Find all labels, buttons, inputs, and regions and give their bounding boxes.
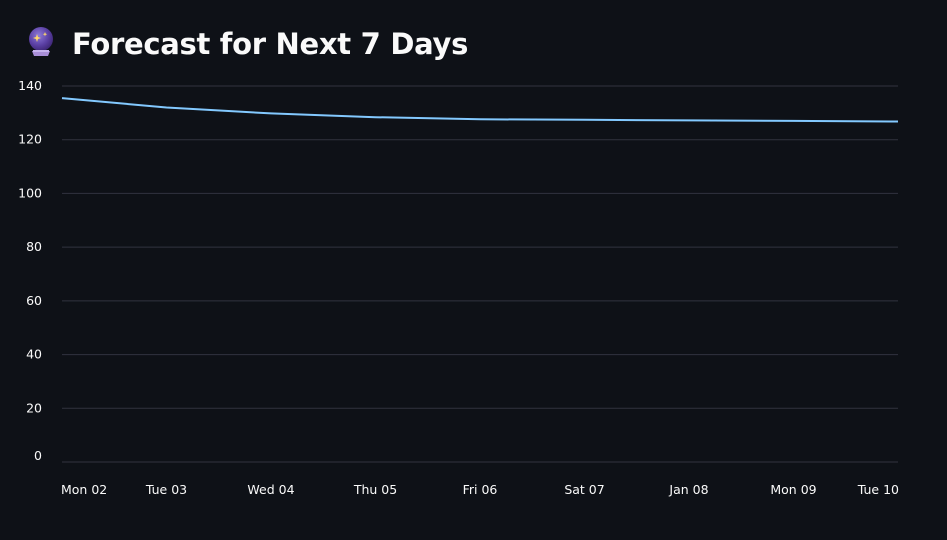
y-tick-label: 100 [18,185,42,200]
forecast-chart: 0 20 40 60 80 100 120 140 Mon 02 Tue 03 Wed 04 Thu … [0,70,947,536]
x-tick-label: Wed 04 [247,482,294,497]
page-title: Forecast for Next 7 Days [72,27,468,61]
y-tick-label: 40 [26,347,42,362]
page-header: Forecast for Next 7 Days [24,22,468,66]
x-tick-label: Thu 05 [353,482,397,497]
y-tick-label: 20 [26,400,42,415]
x-tick-label: Tue 10 [857,482,899,497]
y-tick-label: 60 [26,293,42,308]
x-tick-label: Mon 02 [61,482,107,497]
x-tick-label: Mon 09 [770,482,816,497]
x-tick-label: Jan 08 [668,482,708,497]
y-tick-label: 120 [18,132,42,147]
crystal-ball-icon [24,25,58,63]
y-tick-label: 0 [34,448,42,463]
x-tick-label: Fri 06 [463,482,498,497]
forecast-line[interactable] [62,98,898,121]
y-tick-label: 80 [26,239,42,254]
x-tick-label: Tue 03 [145,482,187,497]
x-tick-label: Sat 07 [564,482,604,497]
y-tick-label: 140 [18,78,42,93]
chart-svg: 0 20 40 60 80 100 120 140 Mon 02 Tue 03 Wed 04 Thu … [0,70,947,536]
